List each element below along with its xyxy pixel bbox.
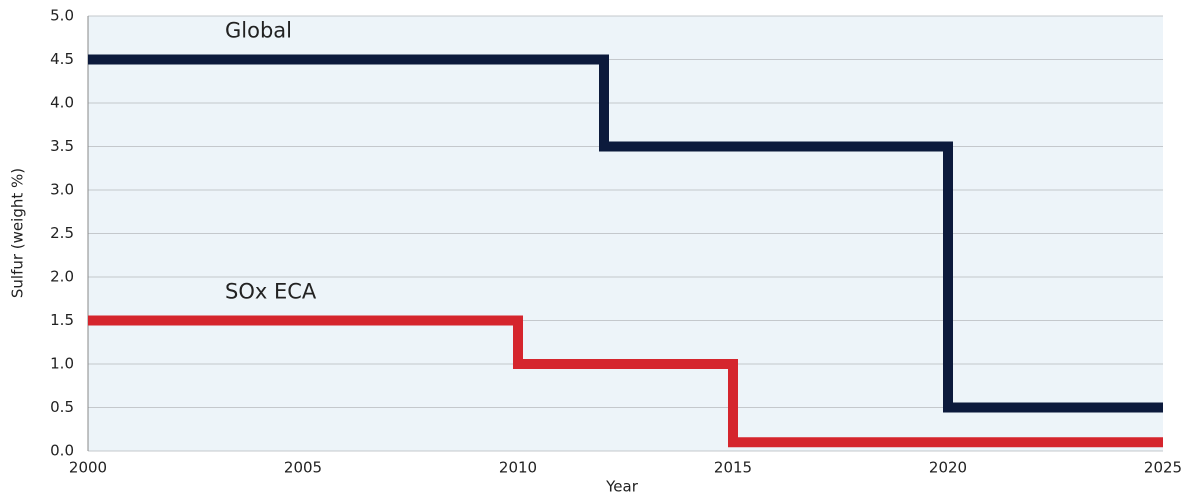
y-tick-label: 2.5 (50, 224, 74, 242)
y-tick-label: 3.0 (50, 181, 74, 199)
x-tick-label: 2020 (929, 459, 967, 477)
x-tick-label: 2005 (284, 459, 322, 477)
y-tick-label: 0.0 (50, 442, 74, 460)
x-tick-label: 2000 (69, 459, 107, 477)
y-tick-label: 4.0 (50, 94, 74, 112)
series-label: SOx ECA (225, 280, 317, 304)
y-tick-label: 4.5 (50, 50, 74, 68)
y-tick-label: 3.5 (50, 137, 74, 155)
y-tick-label: 1.0 (50, 355, 74, 373)
x-tick-label: 2015 (714, 459, 752, 477)
y-tick-label: 1.5 (50, 311, 74, 329)
y-tick-label: 0.5 (50, 398, 74, 416)
y-tick-label: 5.0 (50, 7, 74, 25)
y-tick-label: 2.0 (50, 268, 74, 286)
series-line (88, 315, 1163, 448)
y-axis-label: Sulfur (weight %) (9, 168, 27, 298)
x-tick-label: 2025 (1144, 459, 1181, 477)
series-line (88, 54, 1163, 413)
x-tick-label: 2010 (499, 459, 537, 477)
x-axis-label: Year (605, 478, 639, 495)
series-label: Global (225, 19, 292, 43)
